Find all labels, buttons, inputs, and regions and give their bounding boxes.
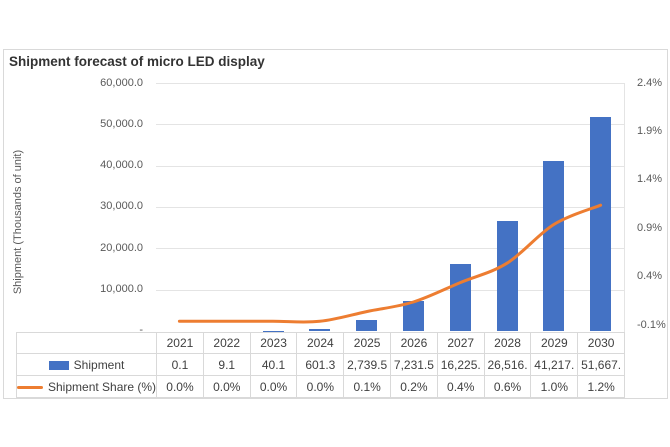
table-cell: 2,739.5 <box>343 353 392 376</box>
table-cell: 0.2% <box>390 375 438 398</box>
table-year-header: 2030 <box>577 332 626 354</box>
bar-2028 <box>496 221 518 331</box>
bar-2029 <box>543 160 565 331</box>
table-cell: 0.0% <box>156 375 204 398</box>
table-cell: 51,667. <box>577 353 626 376</box>
table-year-header: 2029 <box>530 332 579 354</box>
table-cell: 9.1 <box>202 353 251 376</box>
row-label-text: Shipment Share (%) <box>48 379 157 394</box>
plot-right-border <box>624 83 625 332</box>
table-cell: 41,217. <box>530 353 579 376</box>
gridline <box>156 124 624 126</box>
table-corner-cell <box>15 332 158 354</box>
table-year-header: 2028 <box>483 332 532 354</box>
bar-swatch-icon <box>48 360 69 370</box>
gridline <box>156 83 624 84</box>
table-cell: 0.1 <box>156 353 204 376</box>
right-axis-label: 2.4% <box>637 76 663 89</box>
left-axis-label: 50,000.0 <box>100 117 143 130</box>
gridline <box>156 165 624 167</box>
left-axis-label: 40,000.0 <box>100 159 143 172</box>
y-axis-title: Shipment (Thousands of unit) <box>12 149 24 295</box>
right-axis-label: 1.4% <box>637 173 663 186</box>
chart-frame: Shipment forecast of micro LED display S… <box>3 49 668 399</box>
table-cell: 0.6% <box>483 375 532 398</box>
table-cell: 601.3 <box>296 353 345 376</box>
row-label-text: Shipment <box>73 357 125 372</box>
data-table: 2021 2022 2023 2024 2025 2026 2027 2028 2029 2030… <box>15 332 626 398</box>
table-year-header: 2025 <box>343 332 392 354</box>
table-cell: 0.4% <box>436 375 485 398</box>
table-cell: 16,225. <box>436 353 485 376</box>
share-line-path <box>177 203 603 324</box>
table-year-header: 2027 <box>436 332 485 354</box>
table-cell: 26,516. <box>483 353 532 376</box>
table-cell: 0.0% <box>202 375 251 398</box>
left-axis-label: - <box>139 324 143 337</box>
left-axis-label: 10,000.0 <box>100 283 143 296</box>
chart-title: Shipment forecast of micro LED display <box>9 54 265 69</box>
right-axis-label: 0.9% <box>637 221 663 234</box>
table-year-header: 2023 <box>249 332 298 354</box>
table-cell: 1.2% <box>577 375 626 398</box>
table-year-header: 2026 <box>390 332 438 354</box>
bar-2027 <box>449 263 471 331</box>
bar-2026 <box>402 301 424 331</box>
table-year-header-row: 2021 2022 2023 2024 2025 2026 2027 2028 2029 2030 <box>15 332 626 354</box>
table-year-header: 2022 <box>202 332 251 354</box>
table-row: Shipment Share (%) 0.0% 0.0% 0.0% 0.0% 0.1% 0.… <box>15 375 626 398</box>
right-axis-label: 0.4% <box>637 270 663 283</box>
table-cell: 0.0% <box>296 375 345 398</box>
row-label-shipment-share: Shipment Share (%) <box>15 375 158 398</box>
table-cell: 7,231.5 <box>390 353 438 376</box>
left-axis-label: 60,000.0 <box>100 76 143 89</box>
table-cell: 0.1% <box>343 375 392 398</box>
row-label-shipment: Shipment <box>15 353 158 376</box>
bar-2025 <box>356 319 378 331</box>
left-axis-label: 30,000.0 <box>100 200 143 213</box>
table-cell: 0.0% <box>249 375 298 398</box>
table-cell: 1.0% <box>530 375 579 398</box>
line-swatch-icon <box>17 385 43 389</box>
right-axis-label: -0.1% <box>637 318 666 331</box>
right-axis-label: 1.9% <box>637 124 663 137</box>
bar-2024 <box>309 328 331 331</box>
table-year-header: 2021 <box>156 332 204 354</box>
table-cell: 40.1 <box>249 353 298 376</box>
bar-2030 <box>590 117 612 331</box>
table-row: Shipment 0.1 9.1 40.1 601.3 2,739.5 7,231.5 16,… <box>15 353 626 376</box>
left-axis-label: 20,000.0 <box>100 241 143 254</box>
table-year-header: 2024 <box>296 332 345 354</box>
